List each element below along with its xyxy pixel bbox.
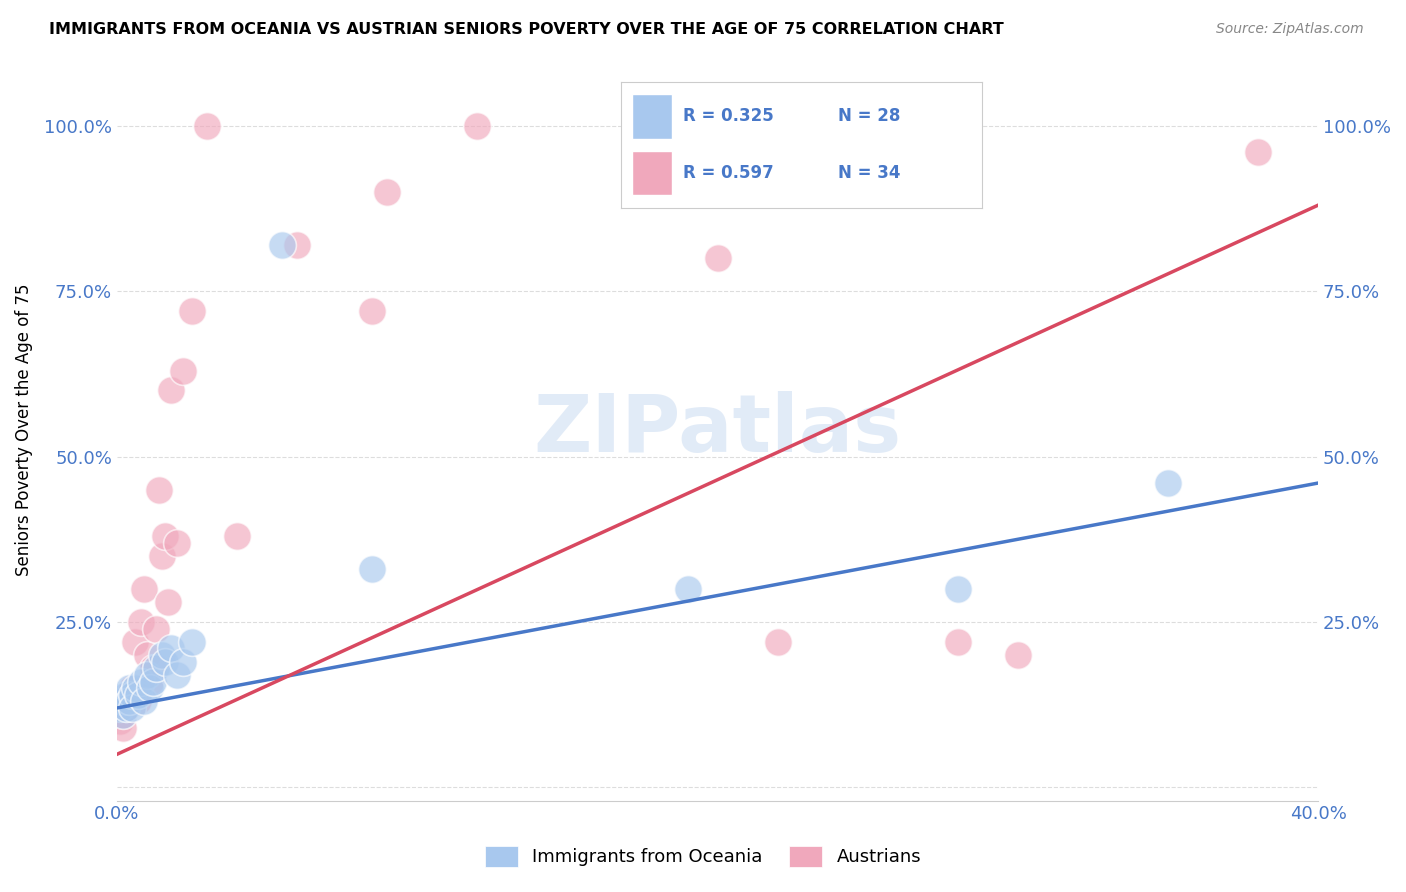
Point <box>127 694 149 708</box>
Point <box>148 483 170 497</box>
Point <box>115 701 138 715</box>
Point <box>1247 145 1270 160</box>
Point <box>181 304 204 318</box>
Point <box>136 668 159 682</box>
Point <box>166 535 188 549</box>
Point <box>160 641 183 656</box>
Point <box>172 363 194 377</box>
Point <box>271 238 294 252</box>
Point <box>946 582 969 596</box>
Point <box>166 668 188 682</box>
Point <box>124 635 146 649</box>
Point <box>195 119 218 133</box>
Point <box>1157 476 1180 491</box>
Point <box>145 661 167 675</box>
Point <box>121 701 143 715</box>
Point <box>676 582 699 596</box>
Point <box>145 622 167 636</box>
Point <box>361 304 384 318</box>
Point <box>132 582 155 596</box>
Point <box>115 701 138 715</box>
Point <box>121 688 143 702</box>
Point <box>150 648 173 662</box>
Point <box>361 562 384 576</box>
Point <box>132 694 155 708</box>
Point <box>1007 648 1029 662</box>
Point <box>115 694 138 708</box>
Point <box>139 681 162 695</box>
Point <box>118 694 141 708</box>
Point <box>108 714 131 729</box>
Point <box>150 549 173 563</box>
Point <box>111 694 134 708</box>
Point <box>153 529 176 543</box>
Point <box>153 655 176 669</box>
Point <box>118 688 141 702</box>
Point <box>111 721 134 735</box>
Point <box>157 595 180 609</box>
Point <box>946 635 969 649</box>
Point <box>172 655 194 669</box>
Point <box>111 707 134 722</box>
Point <box>706 251 728 265</box>
Point <box>127 688 149 702</box>
Text: IMMIGRANTS FROM OCEANIA VS AUSTRIAN SENIORS POVERTY OVER THE AGE OF 75 CORRELATI: IMMIGRANTS FROM OCEANIA VS AUSTRIAN SENI… <box>49 22 1004 37</box>
Point <box>118 681 141 695</box>
Point <box>226 529 249 543</box>
Point <box>375 185 398 199</box>
Point <box>465 119 488 133</box>
Point <box>160 384 183 398</box>
Point <box>124 681 146 695</box>
Point <box>108 701 131 715</box>
Text: ZIPatlas: ZIPatlas <box>533 391 901 469</box>
Point <box>139 674 162 689</box>
Text: Source: ZipAtlas.com: Source: ZipAtlas.com <box>1216 22 1364 37</box>
Point <box>181 635 204 649</box>
Point <box>129 674 152 689</box>
Legend: Immigrants from Oceania, Austrians: Immigrants from Oceania, Austrians <box>478 838 928 874</box>
Point <box>121 681 143 695</box>
Point <box>766 635 789 649</box>
Point <box>142 661 165 675</box>
Point <box>129 615 152 629</box>
Point <box>285 238 308 252</box>
Y-axis label: Seniors Poverty Over the Age of 75: Seniors Poverty Over the Age of 75 <box>15 284 32 576</box>
Point <box>142 674 165 689</box>
Point <box>111 707 134 722</box>
Point <box>115 688 138 702</box>
Point <box>136 648 159 662</box>
